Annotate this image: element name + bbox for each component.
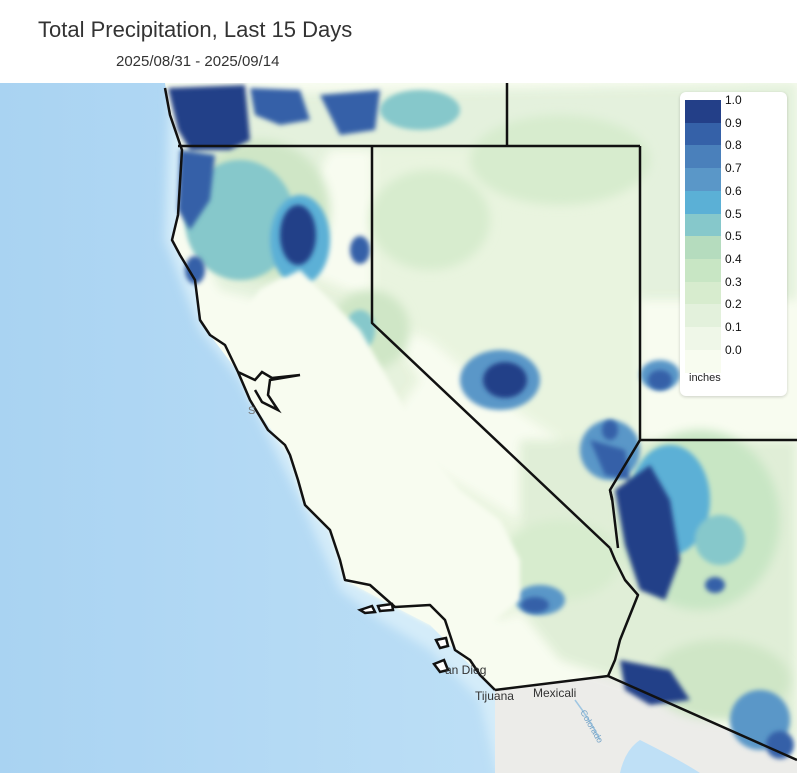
map-title: Total Precipitation, Last 15 Days (38, 17, 353, 42)
legend-label: 0.1 (725, 320, 742, 334)
label-san-diego: an Dieg (445, 663, 486, 677)
channel-islands (357, 602, 450, 674)
state-borders (163, 83, 797, 762)
legend: 1.0 0.9 0.8 0.7 0.6 0.5 0.5 0.4 0.3 0.2 0.1 0.0 inc… (680, 92, 787, 396)
legend-label: 0.5 (725, 229, 742, 244)
legend-swatch (685, 236, 721, 260)
legend-swatch (685, 145, 721, 169)
legend-label: 0.3 (725, 274, 742, 289)
sf-bay (237, 370, 301, 414)
legend-label: 0.0 (725, 342, 742, 357)
legend-label: 0.2 (725, 297, 742, 312)
legend-label: 0.8 (725, 138, 742, 153)
mexico-land (495, 676, 797, 773)
legend-label: 0.6 (725, 183, 742, 198)
legend-label: 0.9 (725, 115, 742, 130)
legend-label: 1.0 (725, 93, 742, 107)
legend-swatch (685, 190, 721, 214)
label-mexicali: Mexicali (533, 686, 576, 700)
date-range: 2025/08/31 - 2025/09/14 (116, 53, 280, 70)
legend-label: 0.5 (725, 206, 742, 221)
legend-swatch (685, 281, 721, 305)
central-valley-dry (230, 270, 520, 640)
label-tijuana: Tijuana (475, 689, 514, 703)
legend-swatch (685, 258, 721, 282)
legend-swatch (685, 349, 721, 373)
legend-label: 0.7 (725, 161, 742, 176)
precip-heavy-layer (168, 85, 794, 759)
legend-swatch (685, 122, 721, 146)
legend-units: inches (689, 372, 721, 384)
legend-swatch (685, 327, 721, 350)
legend-swatch (685, 213, 721, 237)
legend-swatch (685, 100, 721, 123)
legend-swatch (685, 304, 721, 328)
precipitation-map[interactable]: S an Dieg Tijuana Mexicali Colorado (0, 83, 797, 773)
colorado-river (574, 699, 601, 741)
label-sf: S (248, 405, 255, 417)
legend-swatch (685, 168, 721, 192)
gulf-of-california (620, 740, 700, 773)
legend-label: 0.4 (725, 251, 742, 266)
